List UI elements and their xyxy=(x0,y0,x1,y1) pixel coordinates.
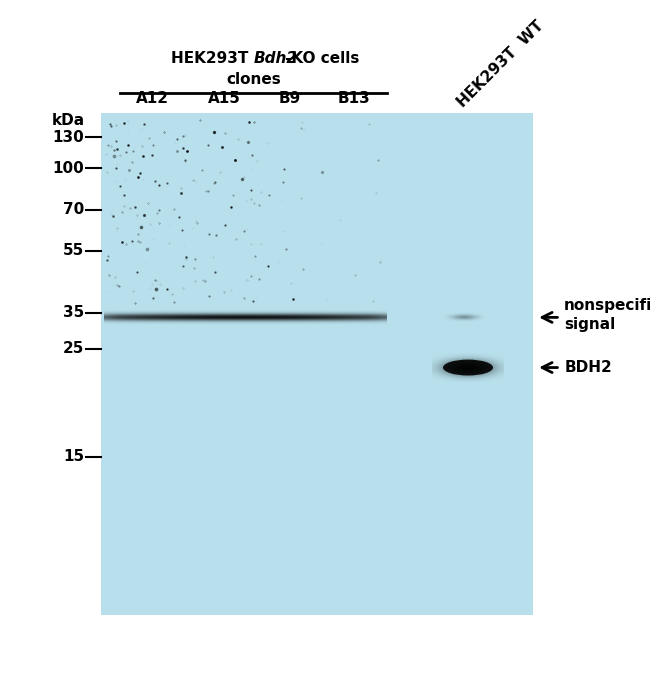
Text: HEK293T  WT: HEK293T WT xyxy=(454,18,546,110)
Text: 130: 130 xyxy=(53,130,84,145)
Text: B13: B13 xyxy=(338,91,370,106)
Text: HEK293T: HEK293T xyxy=(171,51,254,66)
Text: 25: 25 xyxy=(63,341,84,357)
Text: 55: 55 xyxy=(63,243,84,258)
Text: clones: clones xyxy=(226,71,281,87)
Text: 70: 70 xyxy=(63,202,84,217)
Text: 15: 15 xyxy=(64,449,84,464)
Text: 100: 100 xyxy=(53,161,84,176)
Text: kDa: kDa xyxy=(51,113,84,128)
Text: nonspecific: nonspecific xyxy=(564,298,650,313)
Bar xyxy=(101,113,533,615)
Text: A12: A12 xyxy=(136,91,169,106)
Text: A15: A15 xyxy=(208,91,240,106)
Ellipse shape xyxy=(443,359,493,376)
Text: B9: B9 xyxy=(278,91,300,106)
Text: BDH2: BDH2 xyxy=(564,360,612,375)
Text: -KO cells: -KO cells xyxy=(285,51,359,66)
Text: Bdh2: Bdh2 xyxy=(254,51,298,66)
Text: 35: 35 xyxy=(63,305,84,320)
Text: signal: signal xyxy=(564,317,616,333)
